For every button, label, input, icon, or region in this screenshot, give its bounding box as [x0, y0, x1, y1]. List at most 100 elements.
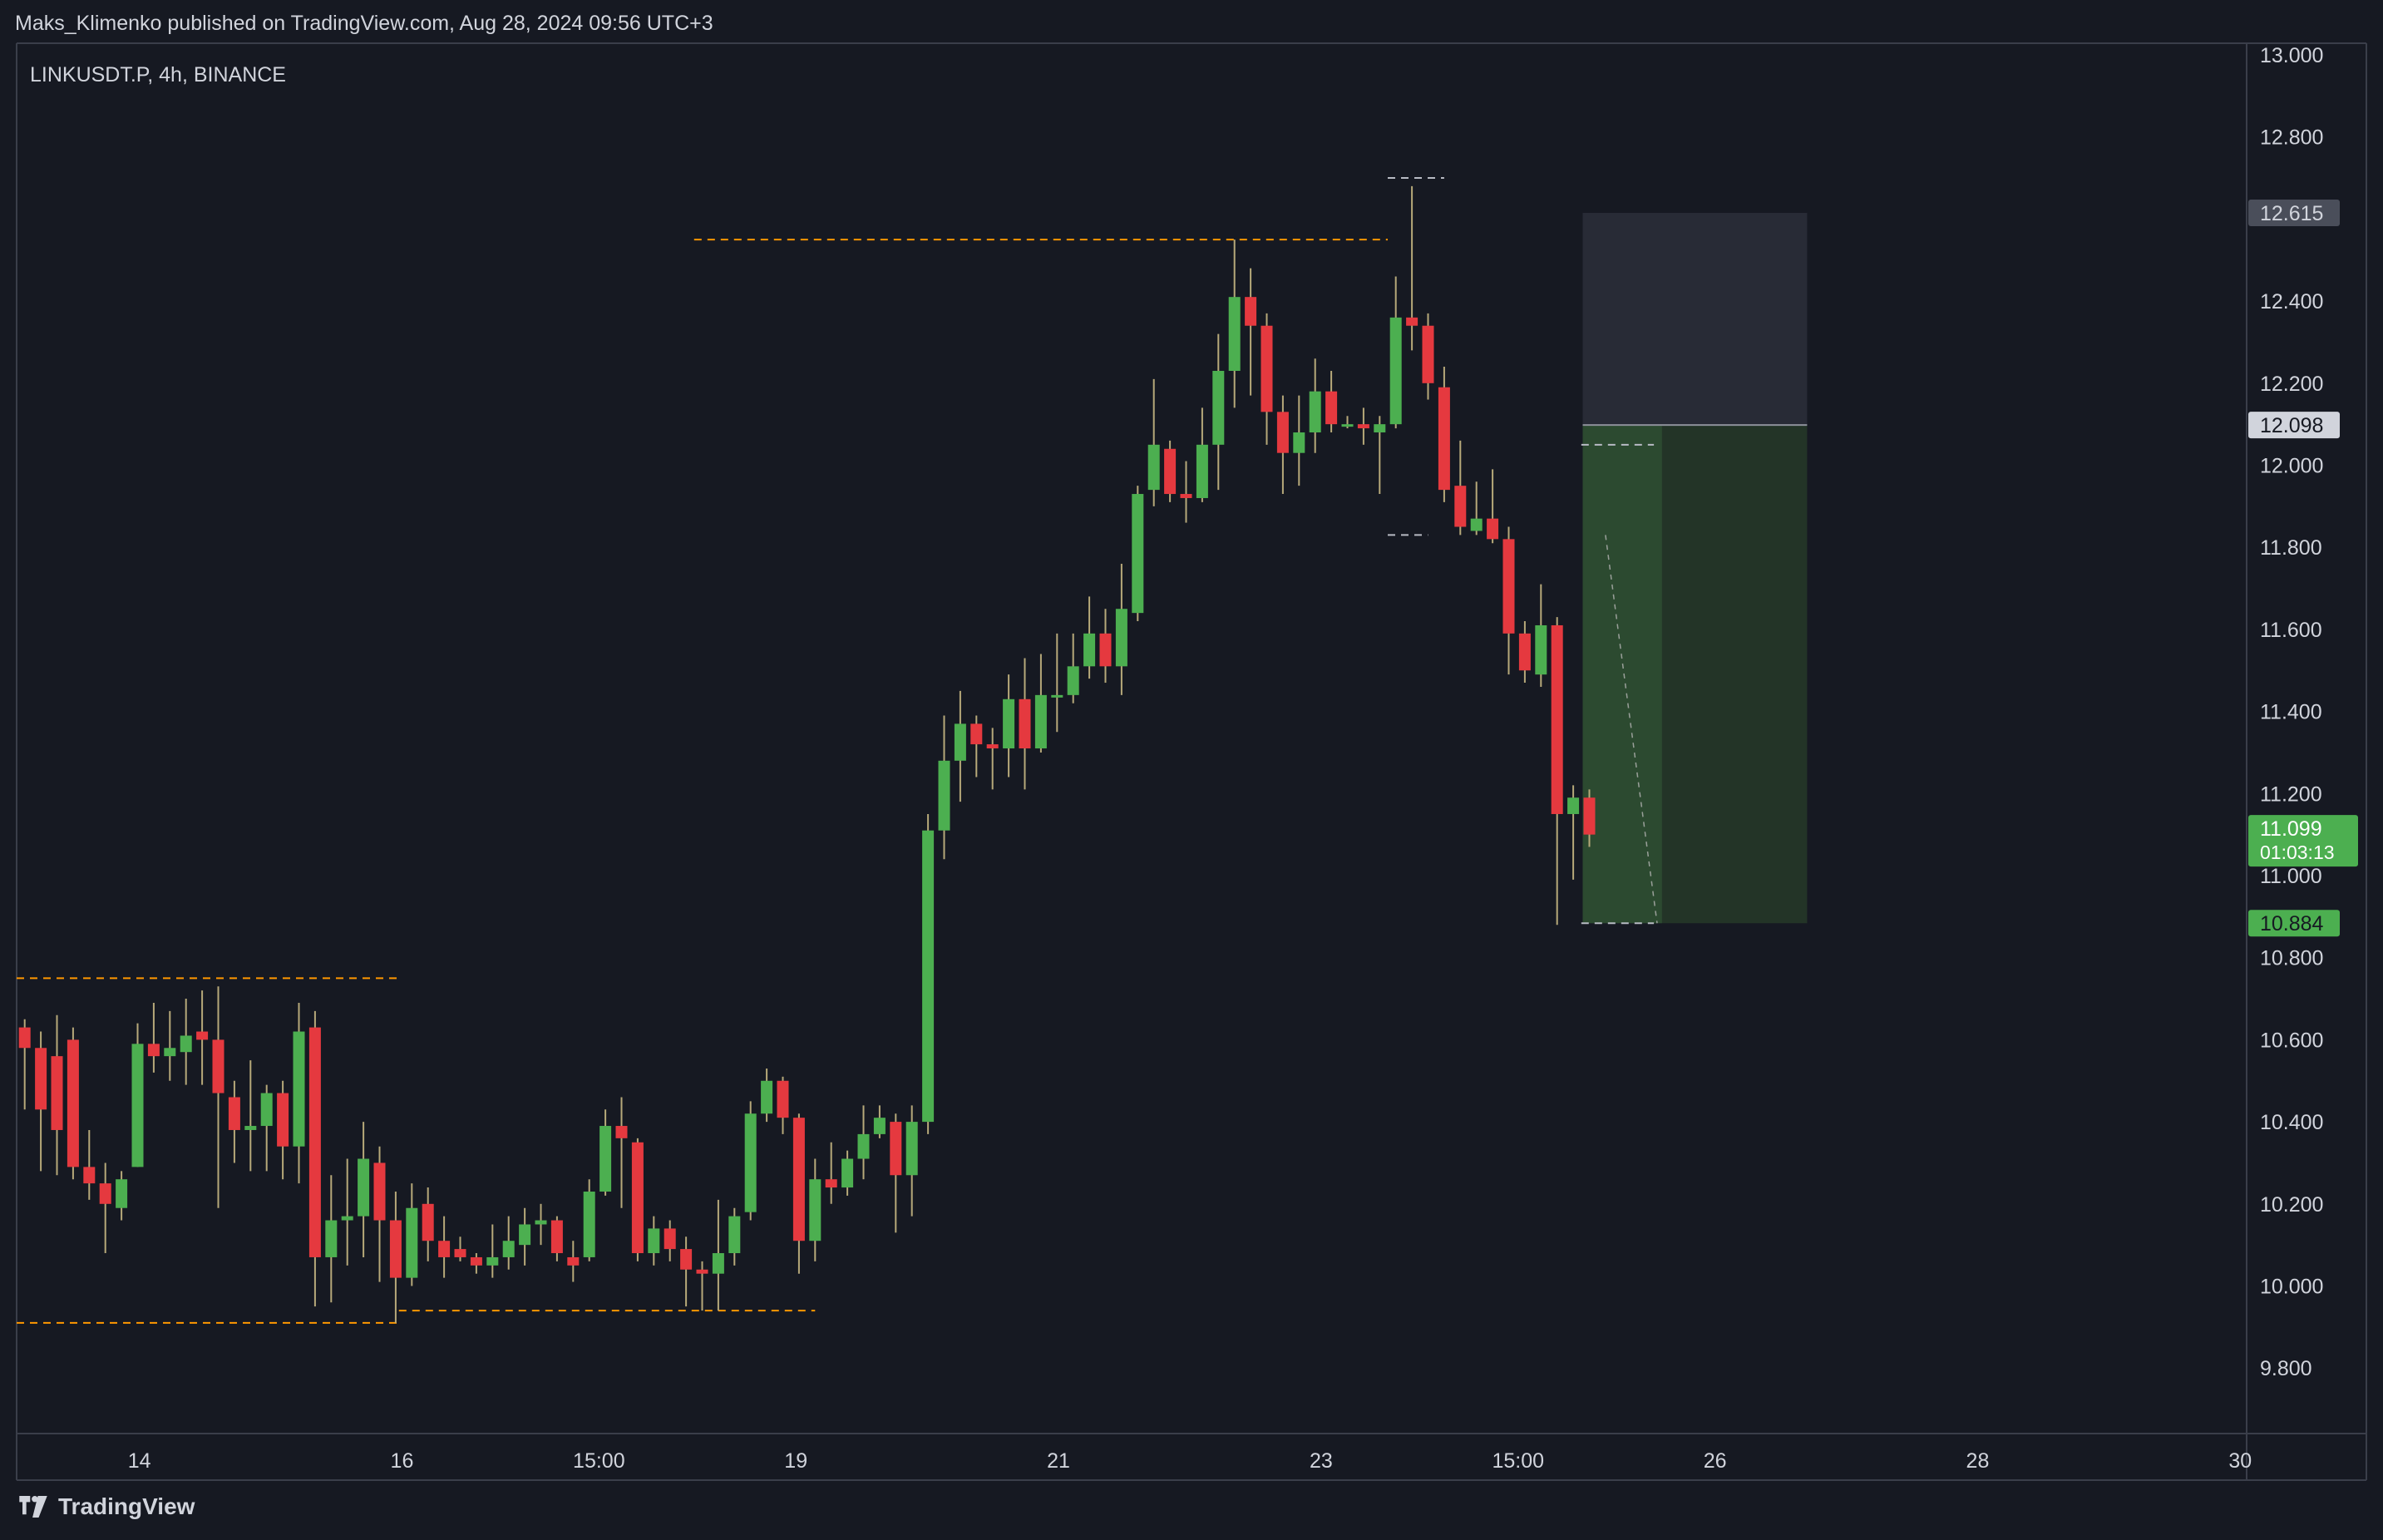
tradingview-brand[interactable]: TradingView	[15, 1493, 195, 1520]
published-line: Maks_Klimenko published on TradingView.c…	[15, 12, 713, 35]
candle-body-64	[1051, 694, 1063, 698]
candle-body-84	[1374, 424, 1386, 433]
candle-body-30	[502, 1241, 515, 1257]
candle-body-29	[486, 1256, 499, 1266]
candle-body-96	[1567, 797, 1580, 814]
candle-body-92	[1502, 539, 1515, 634]
candle-body-1	[35, 1048, 47, 1110]
candle-body-47	[777, 1080, 789, 1118]
y-tick-label-10: 10.800	[2260, 947, 2323, 970]
x-tick-label-4: 21	[1047, 1449, 1070, 1473]
candle-body-45	[744, 1113, 757, 1212]
candle-body-3	[67, 1039, 79, 1167]
candle-body-89	[1454, 486, 1467, 527]
candle-body-44	[728, 1216, 741, 1254]
candle-body-95	[1551, 624, 1563, 814]
y-tick-label-14: 10.000	[2260, 1276, 2323, 1299]
candle-body-90	[1470, 518, 1483, 531]
candle-body-11	[196, 1031, 209, 1040]
candle-body-70	[1147, 444, 1160, 491]
candle-body-61	[1003, 698, 1015, 749]
candle-body-85	[1389, 317, 1402, 425]
candle-body-72	[1180, 494, 1192, 498]
price-label-last: 11.099	[2260, 817, 2322, 841]
candle-body-67	[1099, 633, 1112, 667]
candle-body-66	[1083, 633, 1096, 667]
candle-body-7	[131, 1044, 144, 1167]
price-chart[interactable]: LINKUSDT.P, 4h, BINANCE 13.000 12.800 12.4…	[0, 0, 2383, 1488]
candle-body-75	[1228, 297, 1241, 371]
candle-body-69	[1132, 494, 1144, 614]
candle-body-81	[1325, 391, 1338, 425]
y-tick-label-1: 12.800	[2260, 126, 2323, 150]
candle-body-41	[680, 1249, 693, 1270]
tradingview-wordmark: TradingView	[58, 1493, 195, 1519]
candle-body-74	[1212, 370, 1225, 445]
candle-body-8	[147, 1044, 160, 1057]
price-label-bg-entry	[2248, 412, 2340, 439]
candle-body-21	[358, 1158, 370, 1217]
candle-body-82	[1341, 424, 1354, 427]
x-tick-label-0: 14	[128, 1449, 151, 1473]
x-tick-label-2: 15:00	[573, 1449, 625, 1473]
candle-body-78	[1276, 412, 1289, 453]
candles-layer	[18, 185, 1596, 1323]
candle-body-35	[583, 1191, 595, 1257]
price-label-bg-stop	[2248, 199, 2340, 226]
x-tick-label-5: 23	[1310, 1449, 1333, 1473]
countdown-label: 01:03:13	[2260, 842, 2335, 863]
y-tick-label-3: 12.200	[2260, 373, 2323, 396]
y-tick-label-11: 10.600	[2260, 1029, 2323, 1052]
candle-body-77	[1261, 325, 1273, 412]
candle-body-6	[116, 1179, 128, 1208]
price-label-bg-last	[2248, 815, 2358, 867]
candle-body-88	[1438, 387, 1450, 491]
candle-body-56	[922, 830, 935, 1123]
candle-body-20	[341, 1216, 353, 1221]
y-tick-label-8: 11.200	[2260, 782, 2322, 806]
candle-body-80	[1309, 391, 1321, 433]
candle-body-16	[277, 1093, 289, 1147]
levels-layer	[17, 239, 1388, 1324]
candle-body-63	[1034, 694, 1047, 749]
candle-body-33	[550, 1220, 563, 1254]
candle-body-79	[1293, 432, 1305, 453]
x-tick-label-7: 26	[1704, 1449, 1727, 1473]
candle-body-87	[1422, 325, 1434, 383]
stop-zone	[1582, 212, 1808, 426]
candle-body-94	[1535, 624, 1547, 675]
candle-body-12	[212, 1039, 224, 1093]
candle-body-28	[470, 1256, 482, 1266]
tradingview-logo-icon	[19, 1496, 47, 1518]
candle-body-19	[325, 1220, 338, 1257]
candle-body-27	[454, 1249, 466, 1257]
candle-body-37	[615, 1126, 628, 1138]
candle-body-14	[244, 1126, 257, 1130]
candle-body-52	[857, 1133, 870, 1159]
candle-body-46	[761, 1080, 773, 1114]
candle-body-10	[180, 1035, 192, 1053]
candle-body-62	[1019, 698, 1031, 749]
y-tick-label-5: 11.800	[2260, 536, 2322, 560]
candle-body-71	[1164, 448, 1177, 495]
candle-body-24	[406, 1207, 418, 1278]
y-tick-label-7: 11.400	[2260, 701, 2322, 724]
price-label-entry: 12.098	[2260, 414, 2323, 437]
candle-body-15	[260, 1093, 273, 1127]
y-tick-label-4: 12.000	[2260, 455, 2323, 478]
candle-body-97	[1583, 797, 1596, 835]
candle-body-23	[389, 1220, 402, 1278]
candle-body-65	[1067, 666, 1079, 695]
y-tick-label-6: 11.600	[2260, 619, 2322, 642]
candle-body-55	[905, 1122, 918, 1176]
y-tick-label-15: 9.800	[2260, 1357, 2312, 1380]
target-zone-filled	[1582, 425, 1662, 924]
candle-body-54	[890, 1122, 902, 1176]
x-tick-label-9: 30	[2228, 1449, 2252, 1473]
candle-body-13	[228, 1097, 240, 1130]
candle-body-32	[535, 1220, 547, 1225]
candle-body-58	[954, 723, 966, 761]
x-tick-label-6: 15:00	[1492, 1449, 1544, 1473]
position-tool	[1388, 177, 1808, 925]
